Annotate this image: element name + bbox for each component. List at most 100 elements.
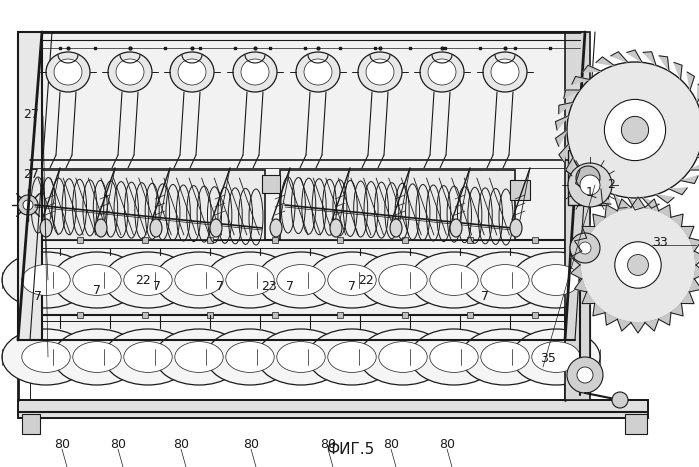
Circle shape: [23, 200, 33, 210]
Text: 22: 22: [135, 274, 151, 286]
Ellipse shape: [108, 52, 152, 92]
Polygon shape: [605, 205, 617, 217]
Ellipse shape: [124, 341, 172, 372]
Ellipse shape: [155, 329, 243, 385]
Ellipse shape: [22, 341, 70, 372]
Circle shape: [615, 242, 661, 288]
Polygon shape: [694, 251, 699, 265]
Ellipse shape: [124, 265, 172, 296]
Polygon shape: [572, 77, 589, 84]
Polygon shape: [690, 162, 699, 170]
Bar: [532, 312, 538, 318]
Polygon shape: [582, 226, 595, 238]
Circle shape: [621, 116, 649, 143]
Polygon shape: [614, 195, 627, 208]
Polygon shape: [659, 56, 669, 71]
Polygon shape: [617, 319, 631, 331]
Bar: [467, 237, 473, 243]
Polygon shape: [18, 32, 585, 340]
Bar: [568, 150, 608, 205]
Polygon shape: [575, 170, 583, 188]
Ellipse shape: [450, 219, 462, 237]
Circle shape: [580, 175, 600, 195]
Ellipse shape: [491, 59, 519, 85]
Ellipse shape: [481, 265, 529, 296]
Ellipse shape: [366, 59, 394, 85]
Polygon shape: [645, 319, 658, 331]
Ellipse shape: [308, 252, 396, 308]
Text: 33: 33: [652, 235, 668, 248]
Ellipse shape: [512, 252, 600, 308]
Ellipse shape: [379, 341, 427, 372]
Text: 80: 80: [110, 439, 126, 452]
Text: 7: 7: [216, 281, 224, 293]
Polygon shape: [671, 214, 683, 226]
Ellipse shape: [40, 219, 52, 237]
Polygon shape: [556, 130, 567, 146]
Bar: [142, 237, 148, 243]
Ellipse shape: [206, 329, 294, 385]
Ellipse shape: [410, 252, 498, 308]
Ellipse shape: [512, 329, 600, 385]
Text: 22: 22: [358, 274, 374, 286]
Ellipse shape: [233, 52, 277, 92]
Polygon shape: [582, 292, 595, 304]
Ellipse shape: [483, 52, 527, 92]
Text: 23: 23: [261, 281, 277, 293]
Circle shape: [18, 195, 38, 215]
Polygon shape: [658, 313, 671, 325]
Ellipse shape: [430, 341, 478, 372]
Polygon shape: [617, 199, 631, 211]
Bar: [402, 237, 408, 243]
Ellipse shape: [308, 329, 396, 385]
Ellipse shape: [150, 219, 162, 237]
Polygon shape: [570, 251, 582, 265]
Text: 80: 80: [243, 439, 259, 452]
Bar: [272, 312, 278, 318]
Ellipse shape: [481, 341, 529, 372]
Ellipse shape: [178, 59, 206, 85]
Polygon shape: [611, 52, 628, 63]
Text: 27: 27: [23, 169, 39, 182]
Ellipse shape: [410, 329, 498, 385]
Text: 80: 80: [439, 439, 455, 452]
Polygon shape: [674, 63, 682, 79]
Polygon shape: [593, 304, 605, 316]
Ellipse shape: [104, 329, 192, 385]
Circle shape: [579, 242, 591, 254]
Ellipse shape: [359, 252, 447, 308]
Ellipse shape: [53, 329, 141, 385]
Polygon shape: [631, 197, 645, 207]
Polygon shape: [593, 214, 605, 226]
Bar: [467, 312, 473, 318]
Polygon shape: [605, 313, 617, 325]
Ellipse shape: [95, 219, 107, 237]
Polygon shape: [697, 146, 699, 158]
Bar: [142, 312, 148, 318]
Ellipse shape: [358, 52, 402, 92]
Polygon shape: [669, 188, 687, 195]
Bar: [565, 32, 590, 400]
Polygon shape: [570, 265, 582, 279]
Text: 7: 7: [34, 290, 42, 303]
Bar: [337, 312, 343, 318]
Polygon shape: [687, 72, 694, 90]
Text: 7: 7: [481, 290, 489, 303]
Polygon shape: [656, 195, 674, 203]
Bar: [337, 237, 343, 243]
Polygon shape: [645, 199, 658, 211]
Ellipse shape: [277, 265, 325, 296]
Text: 80: 80: [54, 439, 70, 452]
Polygon shape: [642, 198, 659, 208]
Bar: [18, 400, 648, 418]
Text: 7: 7: [153, 281, 161, 293]
Ellipse shape: [226, 265, 274, 296]
Polygon shape: [583, 65, 601, 72]
Polygon shape: [601, 189, 611, 204]
Ellipse shape: [2, 252, 90, 308]
Ellipse shape: [296, 52, 340, 92]
Polygon shape: [563, 90, 580, 98]
Polygon shape: [18, 32, 42, 340]
Polygon shape: [565, 158, 573, 176]
Bar: [625, 414, 647, 434]
